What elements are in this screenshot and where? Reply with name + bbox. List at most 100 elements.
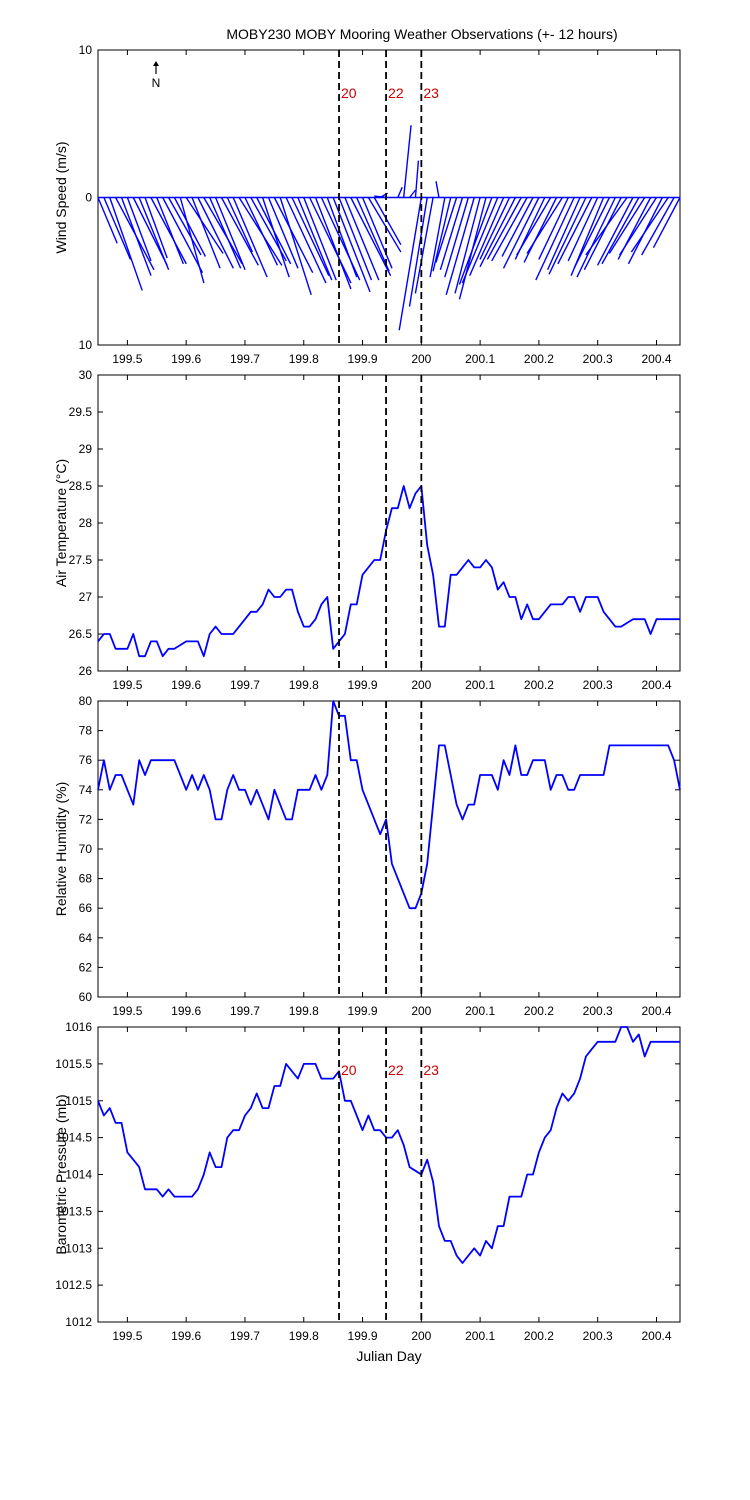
- data-line: [97, 700, 681, 910]
- wind-vector: [576, 197, 616, 278]
- wind-vector: [619, 197, 658, 256]
- wind-vector: [445, 197, 475, 296]
- x-tick-label: 199.9: [348, 352, 378, 366]
- wind-vector: [367, 197, 402, 253]
- wind-vector: [138, 197, 170, 271]
- panel-1: 199.5 199.6 199.7 199.8 199.9 200 200.1 200.2 20…: [53, 43, 681, 366]
- x-tick-label: 199.6: [171, 678, 201, 692]
- wind-vector: [641, 197, 675, 256]
- wind-vector: [220, 197, 259, 266]
- wind-vector: [297, 197, 333, 281]
- wind-vector: [344, 197, 380, 281]
- y-tick-label: 76: [79, 753, 93, 767]
- panel-3: 199.5 199.6 199.7 199.8 199.9 200 200.1 200.2 20…: [53, 694, 681, 1018]
- wind-vector: [356, 197, 390, 272]
- x-tick-label: 199.8: [289, 678, 319, 692]
- wind-vector: [314, 197, 352, 290]
- wind-vector: [486, 197, 522, 260]
- y-tick-label: 10: [79, 338, 93, 352]
- event-marker-label: 22: [388, 1062, 404, 1078]
- wind-vector: [97, 197, 118, 244]
- x-tick-label: 200: [411, 1004, 431, 1018]
- y-tick-label: 60: [79, 990, 93, 1004]
- y-tick-label: 74: [79, 783, 93, 797]
- wind-vector: [409, 189, 417, 198]
- y-tick-label: 10: [79, 43, 93, 57]
- x-tick-label: 200.3: [583, 1004, 613, 1018]
- wind-vector: [332, 197, 371, 293]
- north-label: N: [152, 76, 161, 90]
- wind-vector: [185, 197, 224, 254]
- wind-vector: [279, 197, 312, 296]
- wind-vector: [209, 197, 242, 269]
- y-tick-label: 1014.5: [55, 1131, 92, 1145]
- wind-vector: [601, 197, 640, 265]
- wind-vector: [291, 197, 330, 276]
- wind-vector: [350, 197, 392, 276]
- wind-vector: [226, 197, 254, 253]
- wind-vector: [408, 197, 428, 307]
- x-tick-label: 200.3: [583, 678, 613, 692]
- panel-2: 199.5 199.6 199.7 199.8 199.9 200 200.1 200.2 20…: [53, 368, 681, 692]
- wind-vector: [156, 197, 184, 265]
- y-tick-label: 78: [79, 724, 93, 738]
- wind-vector: [338, 197, 373, 281]
- wind-vector: [197, 197, 234, 269]
- x-tick-label: 200.4: [641, 1329, 671, 1343]
- y-tick-label: 0: [85, 191, 92, 205]
- wind-vector: [435, 181, 440, 198]
- event-marker-label: 23: [423, 1062, 439, 1078]
- wind-vector: [361, 197, 393, 269]
- wind-vector: [479, 197, 517, 268]
- x-tick-label: 200.2: [524, 1004, 554, 1018]
- wind-vector: [373, 197, 402, 246]
- x-tick-label: 199.5: [112, 1329, 142, 1343]
- x-tick-label: 199.7: [230, 678, 260, 692]
- wind-vector: [516, 197, 552, 256]
- wind-vector: [303, 197, 337, 281]
- y-tick-label: 1012.5: [55, 1278, 92, 1292]
- x-tick-label: 200.3: [583, 352, 613, 366]
- y-tick-label: 27: [79, 590, 93, 604]
- wind-vector: [167, 197, 202, 256]
- wind-vector: [126, 197, 152, 262]
- wind-vector: [439, 197, 464, 270]
- x-tick-label: 200.2: [524, 678, 554, 692]
- y-tick-label: 68: [79, 872, 93, 886]
- wind-vector: [523, 197, 558, 263]
- x-tick-label: 199.5: [112, 352, 142, 366]
- plot-frame: [97, 374, 681, 672]
- wind-vector: [273, 197, 314, 274]
- event-marker-label: 20: [341, 85, 357, 101]
- y-tick-label: 28.5: [69, 479, 93, 493]
- x-tick-label: 200.2: [524, 352, 554, 366]
- y-tick-label: 1015.5: [55, 1057, 92, 1071]
- y-tick-label: 1016: [65, 1020, 92, 1034]
- y-tick-label: 29: [79, 442, 93, 456]
- y-tick-label: 1015: [65, 1094, 92, 1108]
- wind-vector: [232, 197, 268, 278]
- x-tick-label: 200.4: [641, 678, 671, 692]
- wind-vector: [491, 197, 528, 262]
- x-tick-label: 200.1: [465, 1329, 495, 1343]
- y-axis-title: Air Temperature (°C): [53, 459, 69, 587]
- x-tick-label: 199.8: [289, 352, 319, 366]
- wind-vector: [608, 197, 646, 254]
- plot-frame: [97, 700, 681, 998]
- y-tick-label: 70: [79, 842, 93, 856]
- x-tick-label: 200.3: [583, 1329, 613, 1343]
- wind-vector: [326, 197, 358, 278]
- y-tick-label: 64: [79, 931, 93, 945]
- panels: 199.5 199.6 199.7 199.8 199.9 200 200.1 200.2 20…: [53, 43, 681, 1364]
- wind-vector: [502, 197, 540, 269]
- event-marker-label: 22: [388, 85, 404, 101]
- event-marker-label: 20: [341, 1062, 357, 1078]
- x-tick-label: 200: [411, 678, 431, 692]
- wind-vector: [309, 197, 352, 284]
- event-marker-label: 23: [423, 85, 439, 101]
- y-tick-label: 1013: [65, 1241, 92, 1255]
- wind-vector: [548, 197, 587, 275]
- y-tick-label: 1013.5: [55, 1204, 92, 1218]
- x-tick-label: 200.4: [641, 352, 671, 366]
- x-tick-label: 199.7: [230, 352, 260, 366]
